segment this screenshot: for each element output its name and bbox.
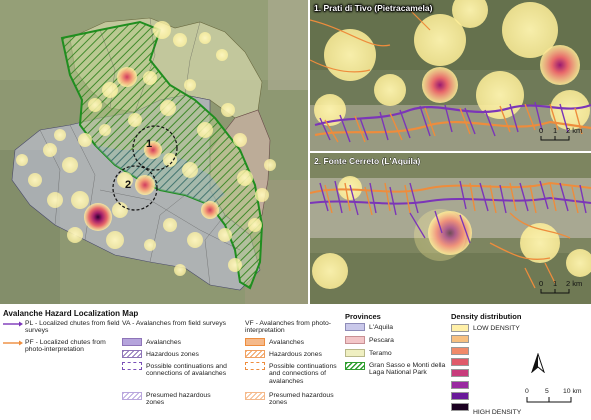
va-title: VA - Avalanches from field surveys [122,320,227,327]
pf-chute-label: PF - Localized chutes from photo-interpr… [25,339,106,354]
inset-1-scalebar: 0 1 2 km [539,126,582,141]
density-swatch-7 [451,391,469,400]
va-continuations-swatch [122,362,142,370]
va-hazard-zones-swatch [122,350,142,358]
inset-map-fonte-cerreto[interactable]: 2. Fonte Cerreto (L'Aquila) 0 1 2 km [310,153,591,304]
national-park-swatch [345,362,365,370]
inset-2-canvas: 2. Fonte Cerreto (L'Aquila) 0 1 2 km [310,153,591,304]
location-marker-2[interactable]: 2 [112,165,158,211]
density-swatch-2 [451,335,469,344]
marker-label-2: 2 [125,179,131,191]
svg-text:0: 0 [539,126,543,135]
pf-chute-swatch [3,340,23,346]
pl-chute-swatch [3,321,23,327]
provinces-title: Provinces [345,312,381,321]
inset-1-density-blobs [314,0,590,130]
pescara-label: Pescara [369,337,394,344]
inset-2-avalanche-chutes [310,180,591,289]
density-swatch-3 [451,346,469,355]
vf-presumed-swatch [245,392,265,400]
location-marker-1[interactable]: 1 [132,125,178,171]
inset-2-title: 2. Fonte Cerreto (L'Aquila) [314,156,421,166]
density-swatch-8 [451,403,469,412]
north-arrow-icon [531,353,545,373]
svg-text:1: 1 [553,126,557,135]
vf-avalanches-swatch [245,338,265,346]
vf-avalanches-label: Avalanches [269,339,305,346]
main-map-canvas: 1 2 [0,0,308,304]
inset-1-avalanche-chutes [310,9,591,143]
va-presumed-label: Presumed hazardous zones [146,392,211,407]
marker-label-1: 1 [146,138,152,150]
svg-text:2 km: 2 km [566,126,582,135]
low-density-label: LOW DENSITY [473,325,520,332]
map-legend: Avalanche Hazard Localization Map PL - L… [0,306,591,420]
main-map[interactable]: 1 2 [0,0,308,304]
density-swatch-1 [451,324,469,332]
inset-1-canvas: 1. Prati di Tivo (Pietracamela) 0 1 2 km [310,0,591,151]
inset-2-scalebar: 0 1 2 km [539,279,582,294]
high-density-label: HIGH DENSITY [473,409,522,416]
svg-text:0: 0 [539,279,543,288]
teramo-label: Teramo [369,350,392,357]
national-park-core [95,145,225,205]
va-hazard-zones-label: Hazardous zones [146,351,199,358]
va-continuations-label: Possible continuations and connections o… [146,363,227,378]
pescara-swatch [345,336,365,344]
national-park-label: Gran Sasso e Monti della Laga National P… [369,362,446,377]
pl-chute-label: PL - Localized chutes from field surveys [25,320,120,335]
legend-title: Avalanche Hazard Localization Map [3,309,139,318]
va-presumed-swatch [122,392,142,400]
inset-map-prati-di-tivo[interactable]: 1. Prati di Tivo (Pietracamela) 0 1 2 km [310,0,591,151]
vf-hazard-zones-label: Hazardous zones [269,351,322,358]
svg-text:1: 1 [553,279,557,288]
vf-continuations-swatch [245,362,265,370]
density-swatch-4 [451,357,469,366]
density-title: Density distribution [451,312,522,321]
vf-continuations-label: Possible continuations and connections o… [269,363,337,385]
inset-1-title: 1. Prati di Tivo (Pietracamela) [314,3,433,13]
svg-text:2 km: 2 km [566,279,582,288]
va-avalanches-swatch [122,338,142,346]
density-swatch-5 [451,369,469,378]
laquila-label: L'Aquila [369,324,393,331]
vf-title: VF - Avalanches from photo-interpretatio… [245,320,332,335]
laquila-swatch [345,323,365,331]
vf-presumed-label: Presumed hazardous zones [269,392,334,407]
density-swatch-6 [451,380,469,389]
teramo-swatch [345,349,365,357]
vf-hazard-zones-swatch [245,350,265,358]
va-avalanches-label: Avalanches [146,339,182,346]
density-blobs [16,21,276,276]
